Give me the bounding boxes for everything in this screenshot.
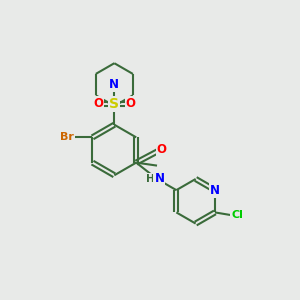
Text: O: O (157, 143, 166, 156)
Text: Br: Br (60, 132, 74, 142)
Text: N: N (210, 184, 220, 196)
Text: H: H (146, 174, 155, 184)
Text: Cl: Cl (231, 210, 243, 220)
Text: N: N (154, 172, 164, 185)
Text: S: S (109, 97, 119, 111)
Text: N: N (109, 78, 119, 91)
Text: O: O (93, 98, 103, 110)
Text: O: O (126, 98, 136, 110)
